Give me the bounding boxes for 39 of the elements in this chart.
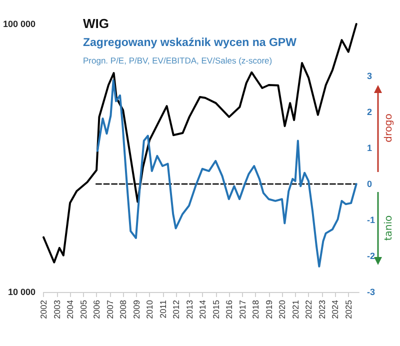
y-tick-label: 100 000 bbox=[2, 19, 36, 29]
x-tick-label: 2010 bbox=[144, 300, 155, 319]
x-tick-label: 2002 bbox=[38, 300, 49, 319]
x-tick-label: 2021 bbox=[290, 300, 300, 319]
x-tick-label: 2008 bbox=[118, 300, 128, 319]
x-tick-label: 2012 bbox=[171, 300, 182, 319]
y2-tick-label: 0 bbox=[367, 179, 372, 189]
chart-title: WIG bbox=[83, 16, 109, 31]
x-tick-label: 2007 bbox=[104, 300, 115, 319]
y2-tick-label: 2 bbox=[367, 107, 372, 117]
x-tick-label: 2003 bbox=[52, 300, 62, 319]
line-series bbox=[96, 79, 358, 268]
x-tick-label: 2023 bbox=[316, 300, 327, 319]
x-tick-label: 2014 bbox=[198, 300, 208, 319]
text: drogo bbox=[384, 114, 394, 142]
x-tick-label: 2017 bbox=[237, 300, 248, 319]
y2-tick-label: -1 bbox=[367, 215, 376, 225]
x-tick-label: 2022 bbox=[304, 300, 314, 319]
x-tick-label: 2005 bbox=[78, 300, 88, 319]
x-tick-label: 2009 bbox=[131, 300, 142, 319]
x-tick-label: 2011 bbox=[158, 300, 168, 318]
annotation: Progn. P/E, P/BV, EV/EBITDA, EV/Sales (z-score) bbox=[83, 56, 272, 66]
x-tick-label: 2016 bbox=[224, 300, 234, 319]
x-tick-label: 2006 bbox=[92, 300, 102, 319]
x-tick-label: 2015 bbox=[210, 300, 221, 319]
x-tick-label: 2024 bbox=[330, 300, 340, 319]
x-tick-label: 2013 bbox=[184, 300, 194, 319]
y-tick-label: 10 000 bbox=[8, 287, 36, 297]
x-tick-label: 2018 bbox=[250, 300, 261, 319]
x-tick-label: 2025 bbox=[343, 300, 354, 319]
text: tanio bbox=[384, 215, 394, 241]
x-tick-label: 2020 bbox=[277, 300, 288, 319]
y2-tick-label: 1 bbox=[367, 143, 372, 153]
x-tick-label: 2019 bbox=[264, 300, 274, 319]
y2-tick-label: -2 bbox=[367, 251, 376, 261]
text: Zagregowany wskaźnik wycen na GPW bbox=[83, 37, 297, 49]
x-tick-label: 2004 bbox=[65, 300, 76, 319]
y2-tick-label: -3 bbox=[367, 287, 376, 297]
y2-tick-label: 3 bbox=[367, 71, 372, 81]
